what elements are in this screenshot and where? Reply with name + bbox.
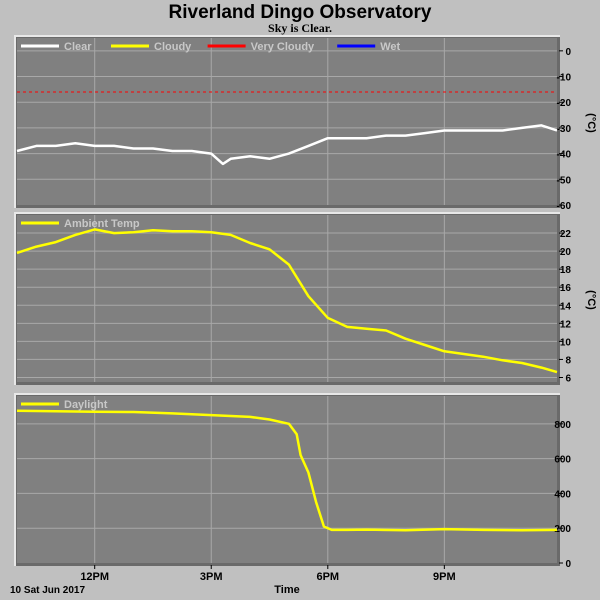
y-tick-label: -10 [557,73,572,84]
y-tick-label: -40 [557,150,572,161]
y-tick-label: -30 [557,124,572,135]
y-tick-label: 600 [554,455,571,466]
y-tick-label: -20 [557,98,572,109]
plot-area [17,38,557,205]
x-tick-label: 3PM [200,571,223,583]
y-unit-label: (°C) [585,290,597,310]
series-line-ambient-temp [16,228,558,374]
y-tick-label: 800 [554,420,571,431]
panel-3: 800 600 400 200 0 Daylight [14,393,571,570]
y-tick-label: 6 [565,373,571,384]
y-tick-label: 22 [560,229,572,240]
legend-label: Daylight [64,399,108,411]
legend-label: Cloudy [154,41,192,53]
y-unit-label: (°C) [585,113,597,133]
x-tick-label: 12PM [80,571,109,583]
x-axis-label: Time [274,584,299,596]
y-tick-label: 14 [560,301,572,312]
panel-2: 22 20 18 16 14 12 10 8 6 (°C) Ambient Temp [14,212,597,385]
y-tick-label: 0 [565,559,571,570]
legend-label: Ambient Temp [64,218,140,230]
y-tick-label: 12 [560,319,572,330]
x-tick-label: 6PM [316,571,339,583]
plot-area [17,396,557,563]
y-tick-label: 200 [554,524,571,535]
y-tick-label: 400 [554,489,571,500]
legend-label: Wet [380,41,400,53]
x-tick-label: 9PM [433,571,456,583]
y-tick-label: 0 [565,47,571,58]
plot-layer: 0 -10 -20 -30 -40 -50 -60 (°C) Clear Cloudy Very C… [14,35,597,583]
chart-title: Riverland Dingo Observatory [169,2,432,23]
legend-label: Clear [64,41,92,53]
series-line-clear [16,124,558,166]
panel-1: 0 -10 -20 -30 -40 -50 -60 (°C) Clear Cloudy Very C… [14,35,597,212]
legend-label: Very Cloudy [251,41,315,53]
y-tick-label: -50 [557,175,572,186]
y-tick-label: -60 [557,201,572,212]
y-tick-label: 8 [565,355,571,366]
date-label: 10 Sat Jun 2017 [10,585,85,596]
series-line-daylight [16,409,558,532]
y-tick-label: 16 [560,283,572,294]
y-tick-label: 10 [560,337,572,348]
y-tick-label: 18 [560,265,572,276]
chart-subtitle: Sky is Clear. [268,21,332,35]
y-tick-label: 20 [560,247,572,258]
